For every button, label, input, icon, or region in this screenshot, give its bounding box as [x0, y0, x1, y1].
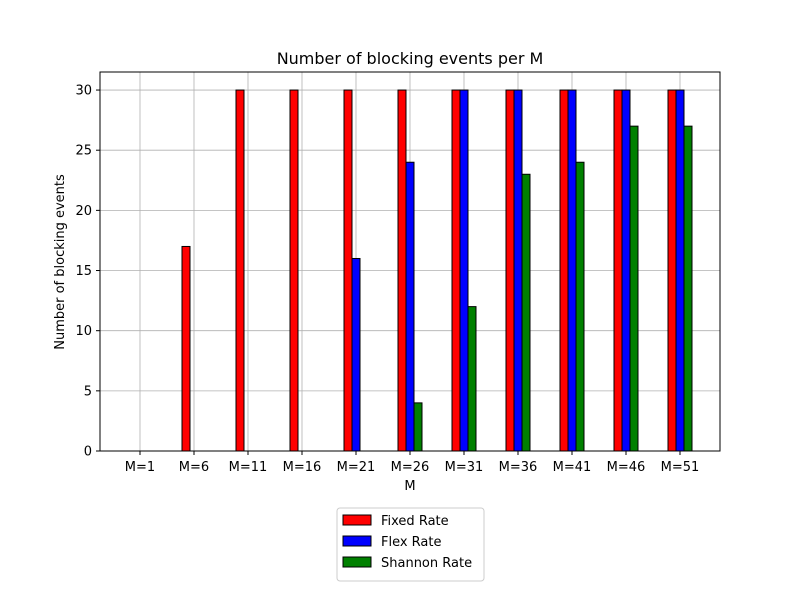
legend-swatch-shannon-rate [342, 556, 372, 568]
bar-shannon-rate-m36 [521, 173, 531, 452]
bar-shannon-rate-m51 [683, 125, 693, 452]
y-axis-label: Number of blocking events [53, 174, 68, 350]
x-tick-label: M=41 [553, 460, 592, 475]
bar-fixed-rate-m31 [451, 89, 461, 452]
y-tick-label: 25 [75, 144, 92, 159]
x-tick-label: M=51 [661, 460, 700, 475]
bar-flex-rate-m36 [513, 89, 523, 452]
bar-fixed-rate-m46 [613, 89, 623, 452]
bar-shannon-rate-m31 [467, 306, 477, 452]
bar-shannon-rate-m26 [413, 402, 423, 452]
bar-flex-rate-m46 [621, 89, 631, 452]
bar-flex-rate-m26 [405, 161, 415, 452]
bar-flex-rate-m51 [675, 89, 685, 452]
x-tick-label: M=16 [283, 460, 322, 475]
bar-flex-rate-m41 [567, 89, 577, 452]
legend-label-fixed-rate: Fixed Rate [381, 514, 449, 529]
legend-swatch-fixed-rate [342, 514, 372, 526]
y-tick-label: 0 [84, 445, 92, 460]
y-tick-label: 5 [84, 384, 92, 399]
legend-label-flex-rate: Flex Rate [381, 535, 442, 550]
bar-fixed-rate-m41 [559, 89, 569, 452]
x-tick-label: M=26 [391, 460, 430, 475]
y-tick-label: 15 [75, 264, 92, 279]
bar-flex-rate-m21 [351, 257, 361, 452]
x-tick-label: M=1 [125, 460, 155, 475]
bar-shannon-rate-m41 [575, 161, 585, 452]
bar-fixed-rate-m16 [289, 89, 299, 452]
bar-flex-rate-m31 [459, 89, 469, 452]
bar-fixed-rate-m6 [181, 245, 191, 452]
x-tick-label: M=31 [445, 460, 484, 475]
legend: Fixed Rate Flex Rate Shannon Rate [336, 507, 485, 582]
bar-fixed-rate-m36 [505, 89, 515, 452]
x-tick-label: M=46 [607, 460, 646, 475]
axis-ticks: M=1 M=6 M=11 M=16 M=21 M=26 M=31 M=36 M=41 M=46 M=… [75, 84, 699, 475]
bar-fixed-rate-m26 [397, 89, 407, 452]
chart-title: Number of blocking events per M [277, 49, 544, 68]
legend-frame [336, 507, 485, 582]
y-tick-label: 10 [75, 324, 92, 339]
x-tick-label: M=36 [499, 460, 538, 475]
x-axis-label: M [404, 479, 415, 494]
y-tick-label: 20 [75, 204, 92, 219]
legend-swatch-flex-rate [342, 535, 372, 547]
bar-fixed-rate-m51 [667, 89, 677, 452]
x-tick-label: M=21 [337, 460, 376, 475]
bar-shannon-rate-m46 [629, 125, 639, 452]
x-tick-label: M=11 [229, 460, 268, 475]
bar-fixed-rate-m11 [235, 89, 245, 452]
bar-fixed-rate-m21 [343, 89, 353, 452]
y-tick-label: 30 [75, 84, 92, 99]
x-tick-label: M=6 [179, 460, 209, 475]
legend-label-shannon-rate: Shannon Rate [381, 556, 472, 571]
